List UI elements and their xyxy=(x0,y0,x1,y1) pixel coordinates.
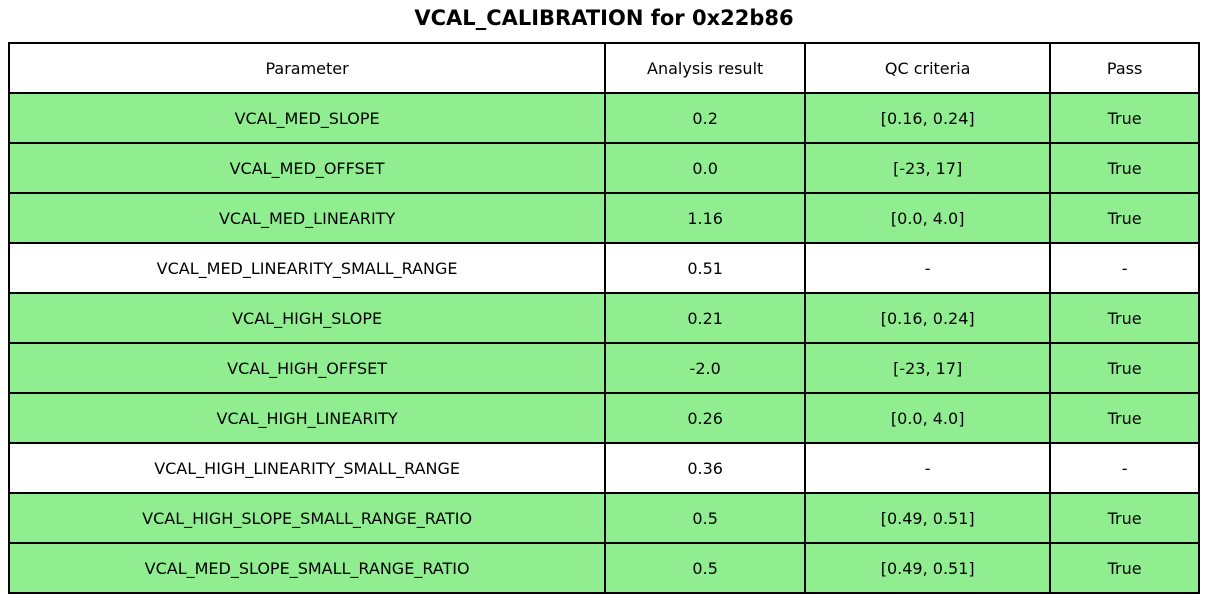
cell-qc-criteria: [0.0, 4.0] xyxy=(804,392,1052,444)
cell-qc-criteria: - xyxy=(804,442,1052,494)
cell-analysis-result: 1.16 xyxy=(604,192,807,244)
cell-parameter: VCAL_MED_LINEARITY xyxy=(7,192,607,244)
table-row: VCAL_MED_LINEARITY 1.16 [0.0, 4.0] True xyxy=(7,192,1200,244)
table-row: VCAL_MED_LINEARITY_SMALL_RANGE 0.51 - - xyxy=(7,242,1200,294)
table-row: VCAL_HIGH_LINEARITY 0.26 [0.0, 4.0] True xyxy=(7,392,1200,444)
cell-qc-criteria: - xyxy=(804,242,1052,294)
cell-analysis-result: 0.51 xyxy=(604,242,807,294)
cell-analysis-result: 0.26 xyxy=(604,392,807,444)
cell-qc-criteria: [0.49, 0.51] xyxy=(804,542,1052,594)
cell-qc-criteria: [0.49, 0.51] xyxy=(804,492,1052,544)
cell-pass: True xyxy=(1049,392,1200,444)
table-row: VCAL_MED_OFFSET 0.0 [-23, 17] True xyxy=(7,142,1200,194)
cell-analysis-result: 0.5 xyxy=(604,492,807,544)
header-cell-qc-criteria: QC criteria xyxy=(804,42,1052,94)
cell-parameter: VCAL_HIGH_LINEARITY xyxy=(7,392,607,444)
header-cell-pass: Pass xyxy=(1049,42,1200,94)
cell-pass: True xyxy=(1049,192,1200,244)
cell-qc-criteria: [0.0, 4.0] xyxy=(804,192,1052,244)
cell-analysis-result: 0.21 xyxy=(604,292,807,344)
cell-parameter: VCAL_HIGH_LINEARITY_SMALL_RANGE xyxy=(7,442,607,494)
cell-analysis-result: 0.36 xyxy=(604,442,807,494)
table-row: VCAL_HIGH_SLOPE_SMALL_RANGE_RATIO 0.5 [0… xyxy=(7,492,1200,544)
cell-pass: True xyxy=(1049,542,1200,594)
cell-qc-criteria: [-23, 17] xyxy=(804,342,1052,394)
cell-qc-criteria: [0.16, 0.24] xyxy=(804,92,1052,144)
cell-analysis-result: 0.5 xyxy=(604,542,807,594)
cell-analysis-result: 0.0 xyxy=(604,142,807,194)
header-row: Parameter Analysis result QC criteria Pa… xyxy=(7,42,1200,94)
cell-parameter: VCAL_HIGH_OFFSET xyxy=(7,342,607,394)
cell-analysis-result: 0.2 xyxy=(604,92,807,144)
cell-pass: True xyxy=(1049,492,1200,544)
table-row: VCAL_MED_SLOPE_SMALL_RANGE_RATIO 0.5 [0.… xyxy=(7,542,1200,594)
cell-pass: True xyxy=(1049,342,1200,394)
cell-qc-criteria: [-23, 17] xyxy=(804,142,1052,194)
cell-pass: True xyxy=(1049,92,1200,144)
cell-qc-criteria: [0.16, 0.24] xyxy=(804,292,1052,344)
cell-parameter: VCAL_MED_SLOPE_SMALL_RANGE_RATIO xyxy=(7,542,607,594)
qc-table: Parameter Analysis result QC criteria Pa… xyxy=(7,42,1200,594)
cell-parameter: VCAL_MED_SLOPE xyxy=(7,92,607,144)
cell-parameter: VCAL_HIGH_SLOPE xyxy=(7,292,607,344)
table-row: VCAL_HIGH_OFFSET -2.0 [-23, 17] True xyxy=(7,342,1200,394)
header-cell-parameter: Parameter xyxy=(7,42,607,94)
cell-parameter: VCAL_HIGH_SLOPE_SMALL_RANGE_RATIO xyxy=(7,492,607,544)
table-row: VCAL_HIGH_SLOPE 0.21 [0.16, 0.24] True xyxy=(7,292,1200,344)
table-row: VCAL_HIGH_LINEARITY_SMALL_RANGE 0.36 - - xyxy=(7,442,1200,494)
page-title: VCAL_CALIBRATION for 0x22b86 xyxy=(414,6,794,30)
cell-pass: - xyxy=(1049,442,1200,494)
table-row: VCAL_MED_SLOPE 0.2 [0.16, 0.24] True xyxy=(7,92,1200,144)
cell-parameter: VCAL_MED_OFFSET xyxy=(7,142,607,194)
cell-pass: True xyxy=(1049,292,1200,344)
header-cell-analysis-result: Analysis result xyxy=(604,42,807,94)
cell-pass: True xyxy=(1049,142,1200,194)
cell-parameter: VCAL_MED_LINEARITY_SMALL_RANGE xyxy=(7,242,607,294)
cell-analysis-result: -2.0 xyxy=(604,342,807,394)
cell-pass: - xyxy=(1049,242,1200,294)
